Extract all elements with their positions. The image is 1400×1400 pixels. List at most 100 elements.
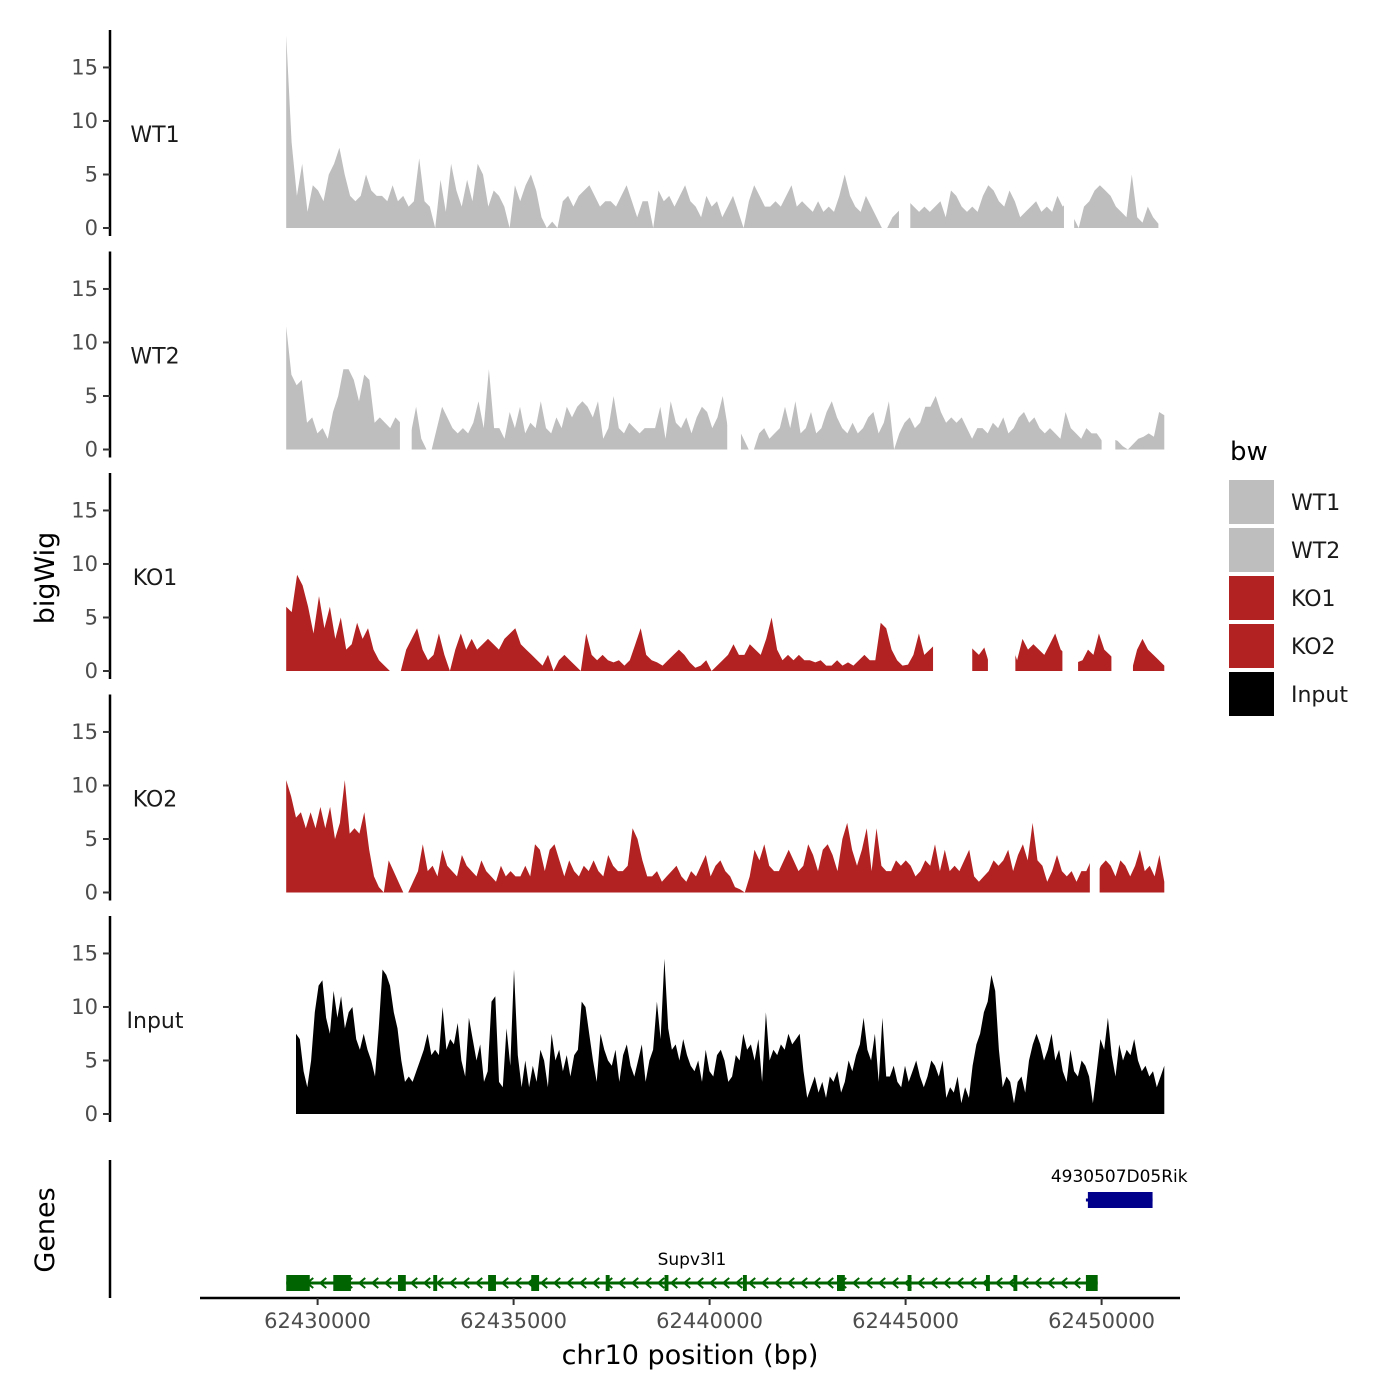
legend-label-ko2: KO2	[1291, 635, 1336, 660]
strand-arrow	[383, 1277, 392, 1289]
strand-arrow	[708, 1277, 717, 1289]
x-tick-label: 62450000	[1048, 1309, 1155, 1333]
strand-arrow	[955, 1277, 964, 1289]
gene-label: Supv3l1	[658, 1250, 727, 1270]
track-wt1: 0 5 10 15 WT1	[71, 28, 1159, 240]
strand-arrow	[942, 1277, 951, 1289]
strand-arrow	[318, 1277, 327, 1289]
strand-arrow	[448, 1277, 457, 1289]
track-input: 0 5 10 15 Input	[71, 916, 1165, 1126]
exon	[433, 1275, 438, 1291]
exon	[397, 1275, 406, 1291]
legend-swatch-input	[1229, 672, 1274, 716]
strand-arrow	[370, 1277, 379, 1289]
track-ko2: 0 5 10 15 KO2	[71, 692, 1165, 905]
strand-arrow	[825, 1277, 834, 1289]
exon	[605, 1275, 610, 1291]
strand-arrow	[1046, 1277, 1055, 1289]
strand-arrow	[747, 1277, 756, 1289]
coverage-gap	[1063, 28, 1075, 228]
legend-swatch-wt1	[1229, 480, 1274, 524]
y-tick-label: 0	[85, 659, 98, 683]
strand-arrow	[643, 1277, 652, 1289]
strand-arrow	[617, 1277, 626, 1289]
coverage-gap	[933, 471, 973, 671]
strand-arrow	[1020, 1277, 1029, 1289]
y-tick-label: 5	[85, 1048, 98, 1072]
legend: bw WT1 WT2 KO1 KO2 Input	[1229, 437, 1348, 716]
y-tick-label: 5	[85, 605, 98, 629]
track-wt2: 0 5 10 15 WT2	[71, 249, 1165, 462]
coverage-gap	[1062, 471, 1079, 671]
gene-label: 4930507D05Rik	[1051, 1167, 1188, 1187]
legend-swatch-ko1	[1229, 576, 1274, 620]
y-tick-label: 0	[85, 216, 98, 240]
track-label: Input	[127, 1009, 184, 1034]
bigwig-tracks: 0 5 10 15 WT1 0 5 10 15 WT2 0 5 10 15 KO1 0 5 10 15 KO2 0 5 10…	[71, 28, 1165, 1126]
x-tick-label: 62430000	[264, 1309, 371, 1333]
strand-arrow	[734, 1277, 743, 1289]
exon	[1087, 1192, 1153, 1208]
strand-arrow	[877, 1277, 886, 1289]
y-tick-label: 10	[71, 109, 98, 133]
genes-axis-title: Genes	[30, 1187, 61, 1272]
strand-arrow	[513, 1277, 522, 1289]
strand-arrow	[1033, 1277, 1042, 1289]
x-tick-label: 62435000	[460, 1309, 567, 1333]
signal-area-ko2	[286, 780, 1165, 893]
legend-label-input: Input	[1291, 683, 1348, 708]
track-ko1: 0 5 10 15 KO1	[71, 471, 1165, 683]
signal-area-ko1	[286, 574, 1165, 671]
track-label: WT2	[130, 345, 179, 370]
x-tick-label: 62445000	[852, 1309, 959, 1333]
strand-arrow	[591, 1277, 600, 1289]
strand-arrow	[539, 1277, 548, 1289]
coverage-gap	[1089, 692, 1100, 893]
track-label: KO2	[133, 788, 178, 813]
y-tick-label: 15	[71, 277, 98, 301]
exon	[333, 1275, 351, 1291]
y-tick-label: 15	[71, 720, 98, 744]
x-axis-title: chr10 position (bp)	[562, 1340, 819, 1371]
legend-swatch-ko2	[1229, 624, 1274, 668]
exon	[837, 1275, 845, 1291]
strand-arrow	[500, 1277, 509, 1289]
y-tick-label: 10	[71, 552, 98, 576]
coverage-gap	[987, 471, 1016, 671]
strand-arrow	[916, 1277, 925, 1289]
strand-arrow	[695, 1277, 704, 1289]
track-label: WT1	[130, 123, 179, 148]
track-label: KO1	[133, 566, 178, 591]
y-axis-title: bigWig	[30, 532, 61, 625]
coverage-gap	[1111, 471, 1133, 671]
strand-arrow	[760, 1277, 769, 1289]
strand-arrow	[474, 1277, 483, 1289]
strand-arrow	[1072, 1277, 1081, 1289]
strand-arrow	[890, 1277, 899, 1289]
y-tick-label: 0	[85, 438, 98, 462]
y-tick-label: 5	[85, 384, 98, 408]
exon	[531, 1275, 540, 1291]
strand-arrow	[409, 1277, 418, 1289]
y-tick-label: 5	[85, 827, 98, 851]
strand-arrow	[630, 1277, 639, 1289]
strand-arrow	[968, 1277, 977, 1289]
genes-panel: Supv3l1 4930507D05Rik	[108, 1160, 1188, 1298]
strand-arrow	[994, 1277, 1003, 1289]
y-tick-label: 5	[85, 162, 98, 186]
strand-arrow	[669, 1277, 678, 1289]
legend-label-wt1: WT1	[1291, 491, 1340, 516]
y-tick-label: 15	[71, 55, 98, 79]
exon	[985, 1275, 990, 1291]
strand-arrow	[864, 1277, 873, 1289]
y-tick-label: 10	[71, 995, 98, 1019]
exon	[1013, 1275, 1018, 1291]
strand-arrow	[1059, 1277, 1068, 1289]
strand-arrow	[435, 1277, 444, 1289]
gene-supv3l1: Supv3l1	[286, 1250, 1098, 1291]
strand-arrow	[357, 1277, 366, 1289]
legend-label-ko1: KO1	[1291, 587, 1336, 612]
strand-arrow	[929, 1277, 938, 1289]
strand-arrow	[773, 1277, 782, 1289]
y-tick-label: 10	[71, 330, 98, 354]
